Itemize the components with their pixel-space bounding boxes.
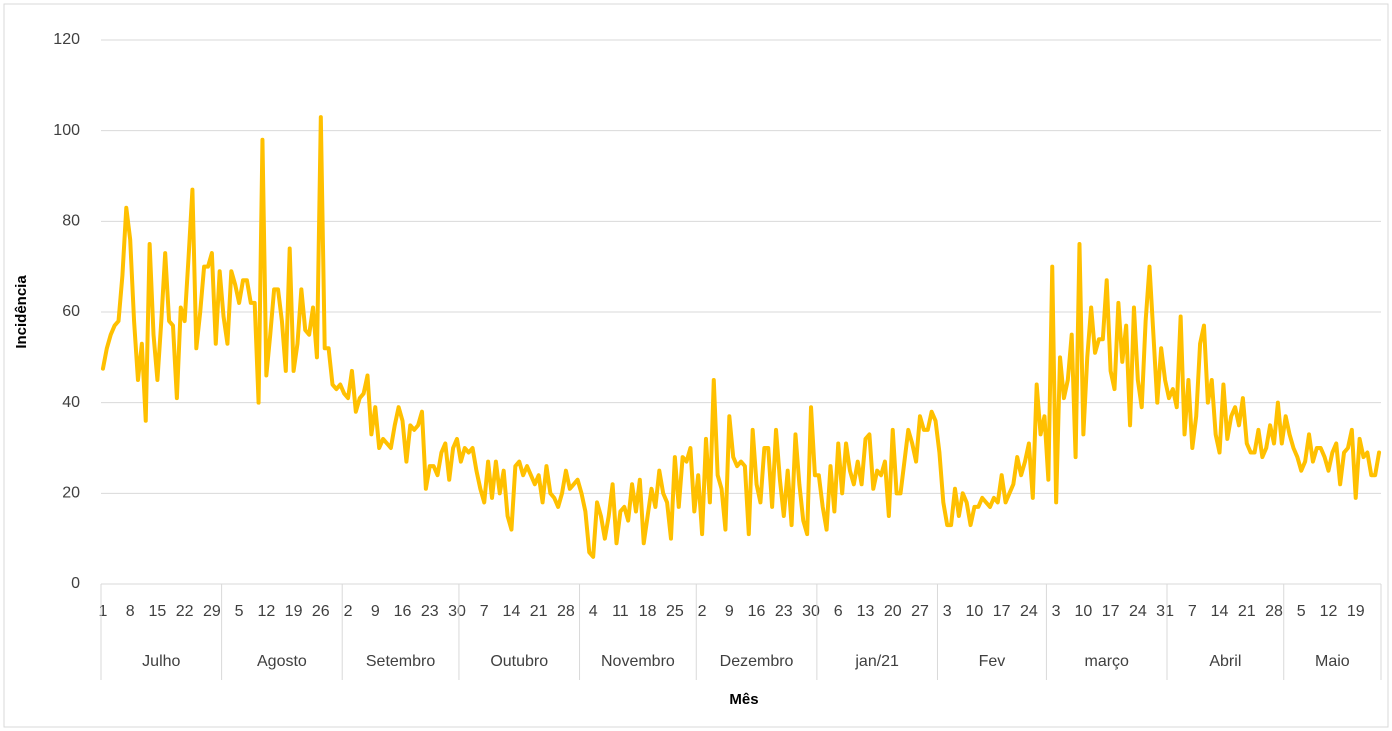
x-tick-label: 30 (802, 603, 820, 620)
x-tick-label: 7 (1188, 603, 1197, 620)
x-tick-label: 16 (748, 603, 766, 620)
x-tick-label: 27 (911, 603, 929, 620)
month-label: jan/21 (854, 653, 899, 670)
x-tick-label: 10 (1074, 603, 1092, 620)
y-tick-label: 0 (71, 575, 80, 592)
x-tick-label: 21 (1238, 603, 1256, 620)
x-tick-label: 28 (557, 603, 575, 620)
month-label: Fev (979, 653, 1006, 670)
x-tick-label: 12 (1320, 603, 1338, 620)
x-tick-label: 11 (612, 603, 629, 620)
x-tick-label: 24 (1020, 603, 1038, 620)
x-tick-label: 18 (639, 603, 657, 620)
x-tick-label: 23 (775, 603, 793, 620)
x-tick-label: 1 (98, 603, 107, 620)
y-tick-label: 60 (62, 303, 80, 320)
x-tick-label: 31 (1156, 603, 1174, 620)
month-label: Julho (142, 653, 180, 670)
x-tick-label: 26 (312, 603, 330, 620)
x-tick-label: 13 (857, 603, 875, 620)
y-tick-label: 120 (53, 31, 80, 48)
x-tick-label: 2 (698, 603, 707, 620)
x-tick-label: 19 (285, 603, 303, 620)
x-tick-label: 5 (1297, 603, 1306, 620)
month-label: março (1084, 653, 1129, 670)
y-tick-label: 40 (62, 394, 80, 411)
x-axis-title: Mês (729, 691, 758, 708)
x-tick-label: 23 (421, 603, 439, 620)
month-label: Agosto (257, 653, 307, 670)
x-tick-label: 9 (371, 603, 380, 620)
x-tick-label: 7 (480, 603, 489, 620)
x-tick-label: 3 (943, 603, 952, 620)
x-tick-label: 8 (126, 603, 135, 620)
x-tick-label: 14 (1211, 603, 1229, 620)
x-tick-label: 16 (394, 603, 412, 620)
month-label: Setembro (366, 653, 435, 670)
data-line (100, 115, 1382, 559)
month-label: Outubro (490, 653, 548, 670)
x-tick-label: 2 (344, 603, 353, 620)
x-tick-label: 29 (203, 603, 221, 620)
x-tick-label: 15 (149, 603, 167, 620)
x-tick-label: 30 (448, 603, 466, 620)
y-axis-title: Incidência (13, 275, 30, 349)
x-tick-label: 3 (1052, 603, 1061, 620)
x-tick-label: 14 (503, 603, 521, 620)
y-tick-label: 100 (53, 122, 80, 139)
month-label: Dezembro (720, 653, 794, 670)
y-tick-label: 80 (62, 213, 80, 230)
x-tick-label: 20 (884, 603, 902, 620)
month-label: Abril (1209, 653, 1241, 670)
x-tick-label: 24 (1129, 603, 1147, 620)
y-tick-label: 20 (62, 485, 80, 502)
x-tick-label: 5 (235, 603, 244, 620)
x-tick-label: 6 (834, 603, 843, 620)
x-tick-label: 22 (176, 603, 194, 620)
month-label: Novembro (601, 653, 675, 670)
x-tick-label: 9 (725, 603, 734, 620)
x-tick-label: 25 (666, 603, 684, 620)
x-tick-label: 21 (530, 603, 548, 620)
x-tick-label: 19 (1347, 603, 1365, 620)
x-tick-label: 4 (589, 603, 598, 620)
x-tick-label: 10 (966, 603, 984, 620)
x-tick-label: 12 (257, 603, 275, 620)
month-label: Maio (1315, 653, 1350, 670)
x-tick-label: 28 (1265, 603, 1283, 620)
x-tick-label: 17 (1102, 603, 1120, 620)
x-tick-label: 17 (993, 603, 1011, 620)
